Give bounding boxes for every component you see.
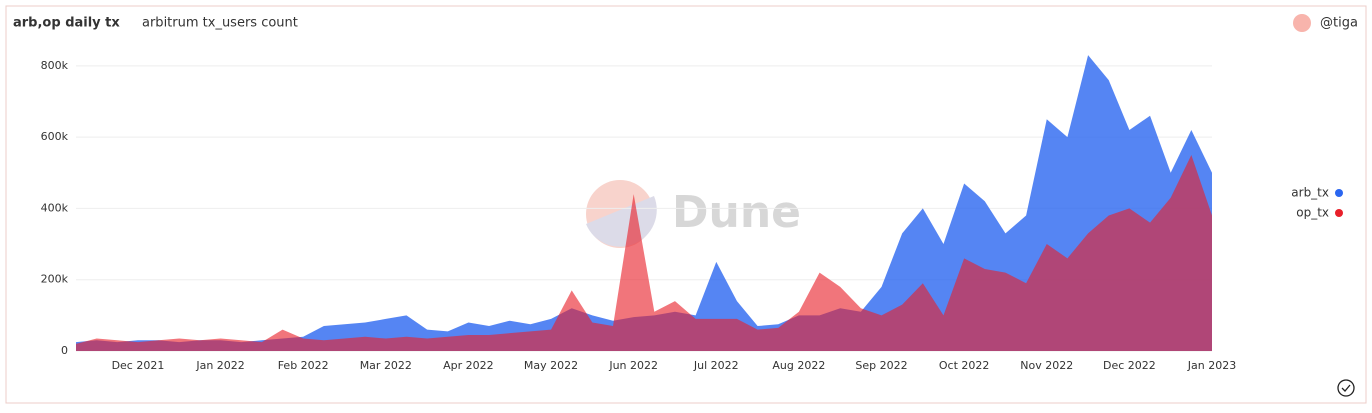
x-tick-label: Jan 2022 [195, 359, 244, 372]
author-avatar [1293, 14, 1311, 32]
y-tick-label: 0 [61, 344, 68, 357]
x-tick-label: Apr 2022 [443, 359, 494, 372]
x-tick-label: Jan 2023 [1187, 359, 1236, 372]
x-tick-label: Sep 2022 [855, 359, 907, 372]
x-tick-label: Jul 2022 [693, 359, 739, 372]
x-tick-label: May 2022 [524, 359, 578, 372]
legend-dot [1335, 209, 1343, 217]
x-tick-label: Feb 2022 [278, 359, 329, 372]
x-tick-label: Dec 2022 [1103, 359, 1156, 372]
x-tick-label: Dec 2021 [112, 359, 165, 372]
area [76, 154, 1212, 351]
x-tick-label: Aug 2022 [772, 359, 825, 372]
x-tick-label: Oct 2022 [939, 359, 990, 372]
watermark: Dune [672, 187, 801, 238]
y-tick-label: 400k [41, 201, 69, 214]
chart-title: arb,op daily tx [13, 16, 120, 31]
y-tick-label: 800k [41, 59, 69, 72]
x-tick-label: Mar 2022 [360, 359, 412, 372]
done-icon[interactable] [1337, 379, 1355, 397]
legend-dot [1335, 189, 1343, 197]
chart-subtitle: arbitrum tx_users count [142, 16, 298, 31]
author: @tiga [1320, 16, 1358, 31]
y-tick-label: 600k [41, 130, 69, 143]
legend-label: arb_tx [1291, 186, 1329, 200]
x-tick-label: Jun 2022 [608, 359, 658, 372]
area [76, 55, 1212, 351]
y-tick-label: 200k [41, 273, 69, 286]
x-tick-label: Nov 2022 [1020, 359, 1073, 372]
legend-label: op_tx [1296, 206, 1329, 220]
